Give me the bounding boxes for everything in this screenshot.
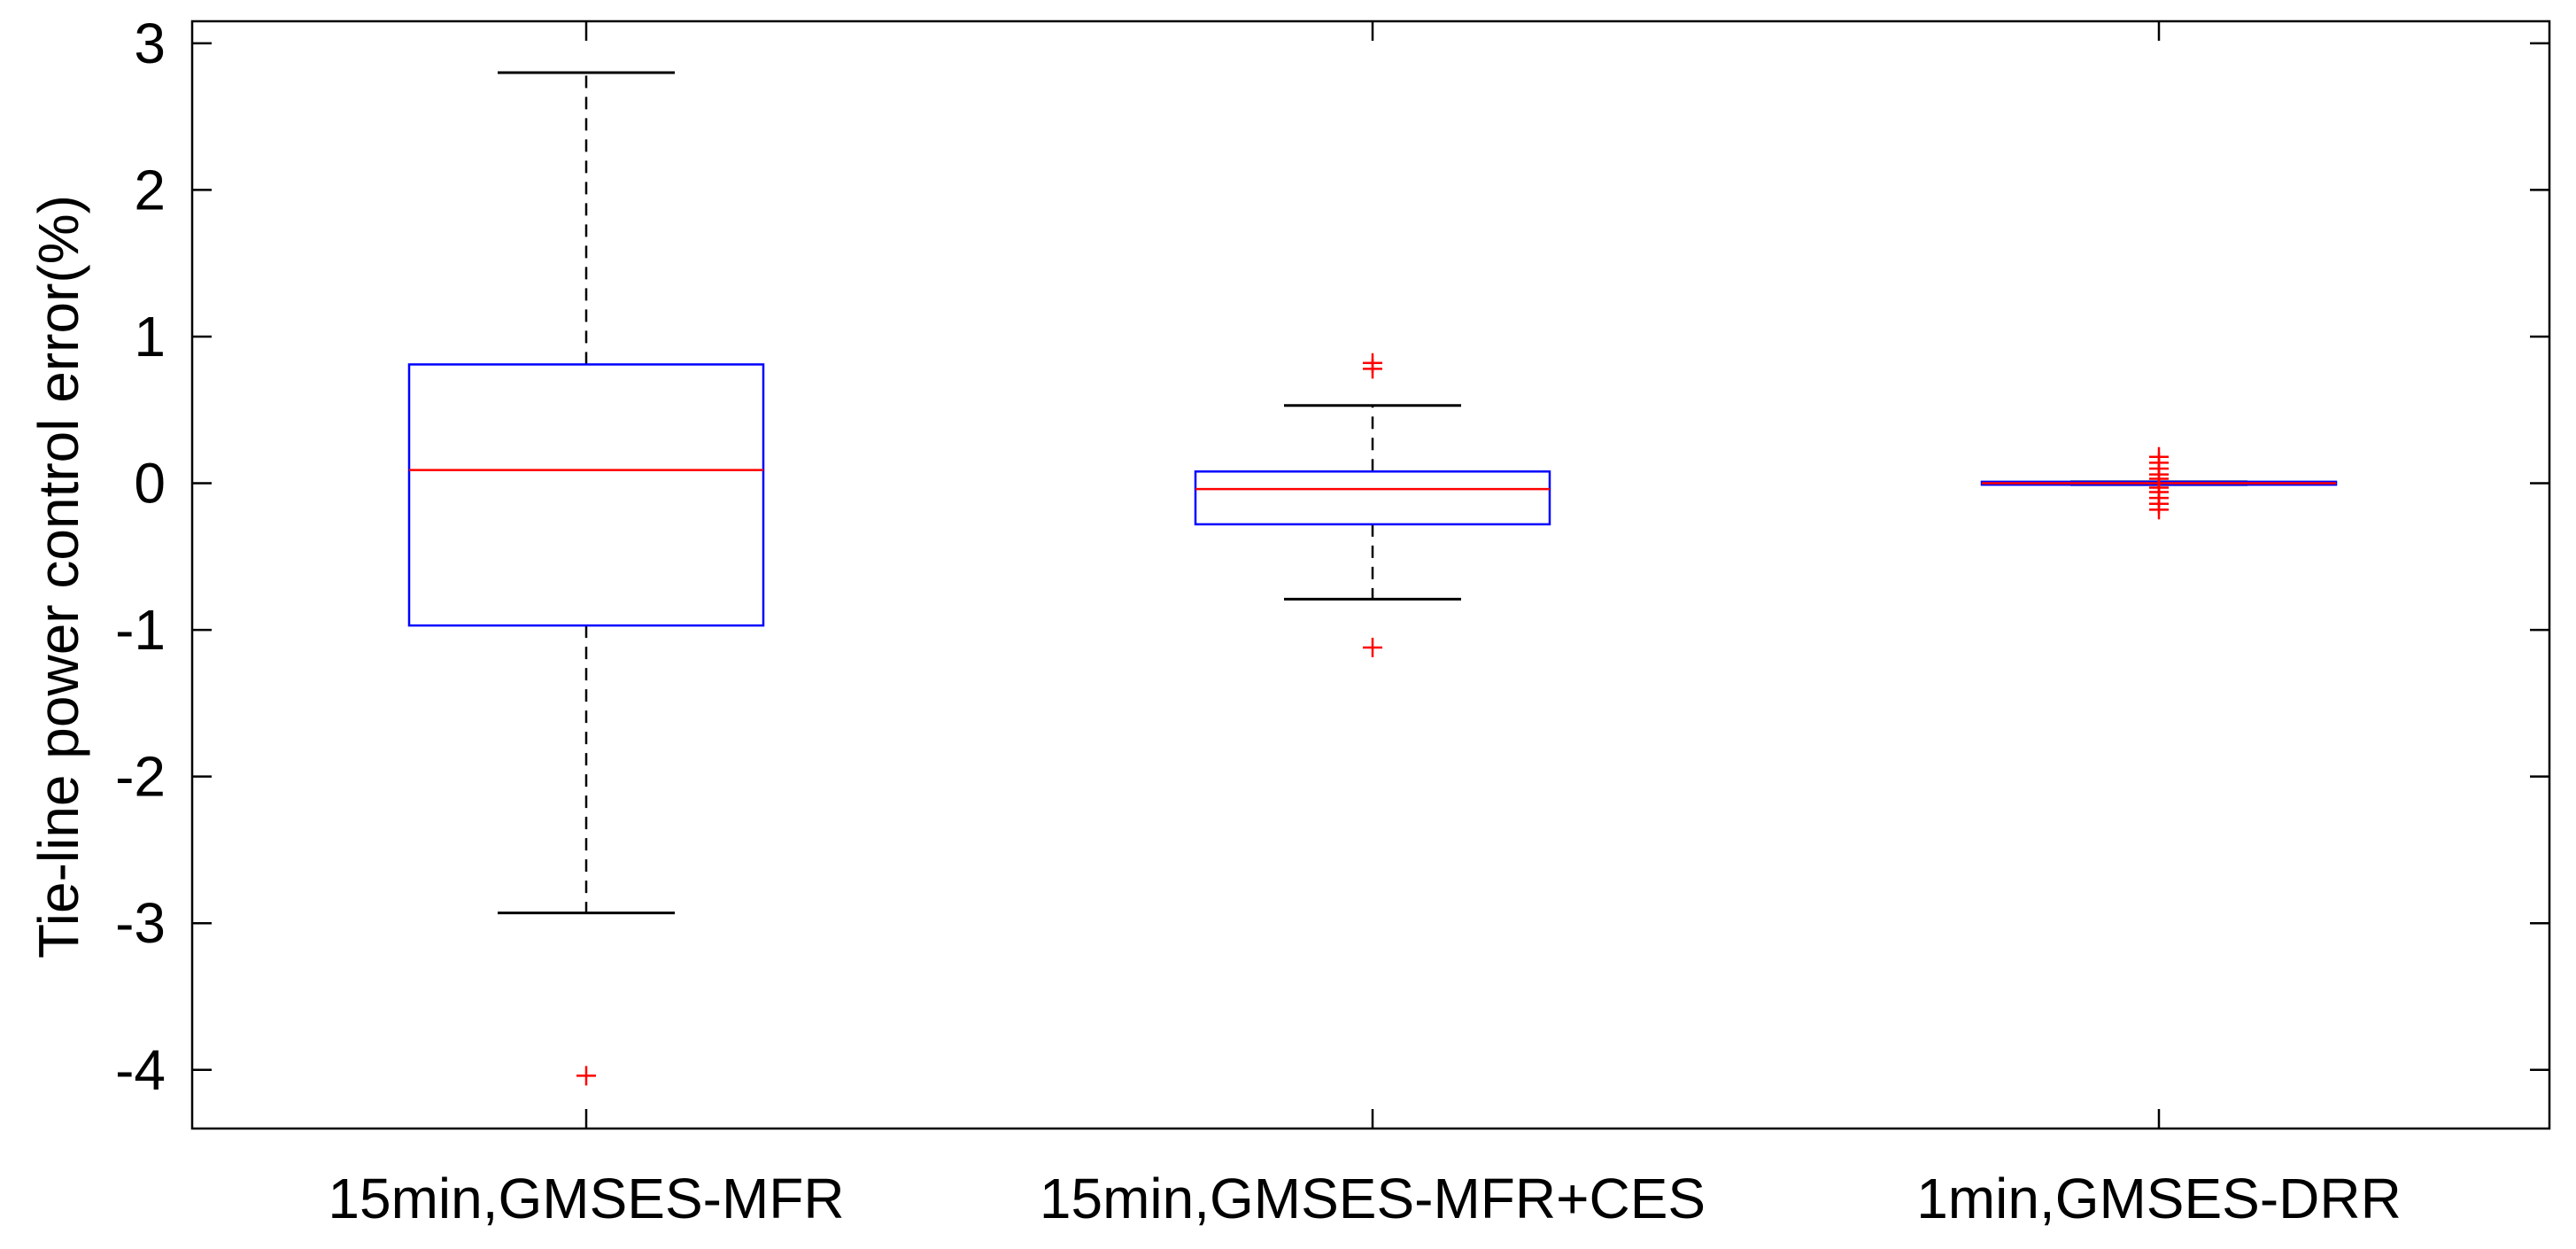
- y-tick-label: 2: [134, 158, 166, 221]
- plot-frame: [190, 19, 2551, 1130]
- y-tick-label: -1: [115, 598, 166, 662]
- outlier-marker: [2149, 446, 2169, 467]
- outlier-marker: [1363, 637, 1382, 657]
- box-group-3: [1980, 446, 2338, 520]
- y-tick-label: 0: [134, 452, 166, 516]
- y-tick-label: 3: [134, 12, 166, 75]
- box-group-2: [1194, 353, 1551, 657]
- y-tick-label: -4: [115, 1038, 166, 1102]
- y-axis-label: Tie-line power control error(%): [27, 195, 90, 958]
- x-tick-label: 15min,GMSES-MFR: [328, 1167, 844, 1230]
- outlier-marker: [576, 1066, 596, 1086]
- box-group-1: [407, 71, 765, 1086]
- plot-layer: [407, 71, 2338, 1086]
- y-tick-label: -3: [115, 891, 166, 955]
- x-tick-label: 15min,GMSES-MFR+CES: [1040, 1167, 1706, 1230]
- y-tick-label: 1: [134, 305, 166, 368]
- outlier-marker: [1363, 353, 1382, 373]
- axis-layer: 15min,GMSES-MFR 15min,GMSES-MFR+CES 1min,G…: [115, 12, 2549, 1230]
- x-tick-label: 1min,GMSES-DRR: [1916, 1167, 2402, 1230]
- y-tick-label: -2: [115, 745, 166, 809]
- iqr-box: [407, 363, 765, 627]
- iqr-box: [1194, 470, 1551, 526]
